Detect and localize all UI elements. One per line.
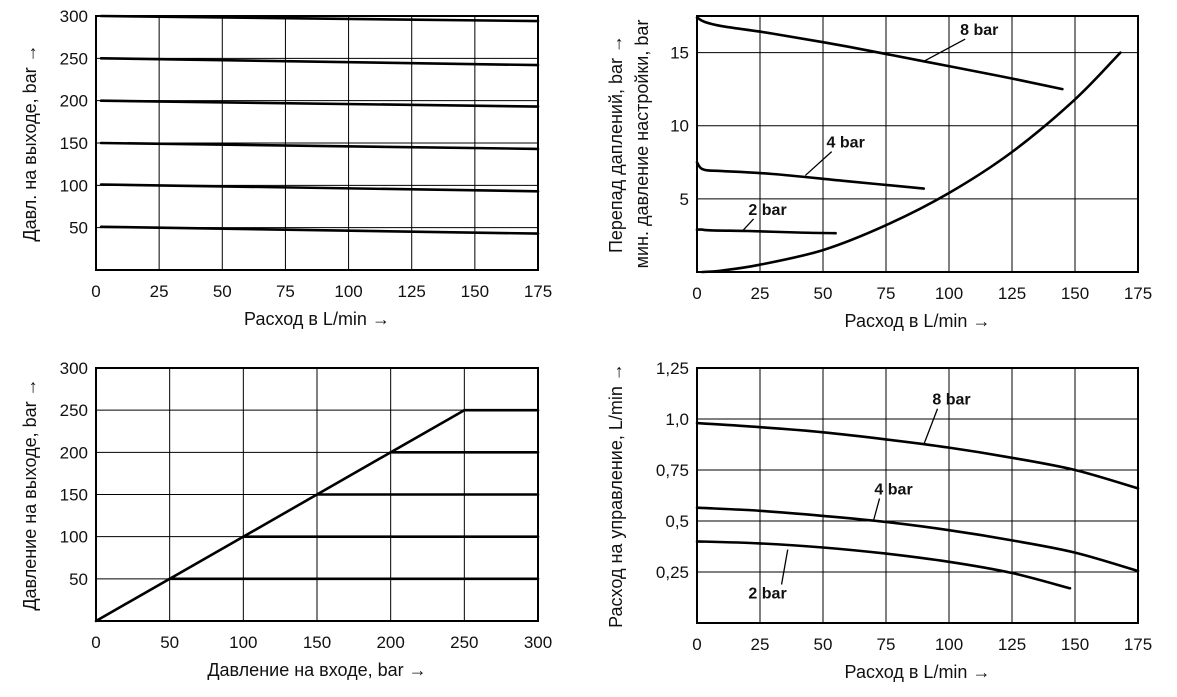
x-tick-label: 100 — [334, 282, 362, 301]
y-tick-label: 1,0 — [665, 410, 689, 429]
x-tick-label: 0 — [91, 282, 100, 301]
x-tick-label: 75 — [877, 284, 896, 303]
series-line-3 — [700, 51, 1122, 274]
series-line-0 — [695, 16, 1064, 91]
series-line-1 — [99, 57, 540, 67]
y-tick-label: 250 — [60, 49, 88, 68]
x-tick-label: 175 — [1124, 284, 1152, 303]
y-tick-label: 100 — [60, 176, 88, 195]
chart-outlet-vs-inlet-pressure: 0 50 100 150 200 250 300 50 100 150 200 250 300 Давле… — [20, 359, 552, 680]
series-line-5 — [99, 225, 540, 235]
curve-label-leader — [923, 38, 966, 62]
curve-label: 2 bar — [748, 586, 786, 603]
x-tick-label: 125 — [998, 635, 1026, 654]
x-tick-label: 75 — [276, 282, 295, 301]
y-tick-label: 0,75 — [656, 461, 689, 480]
x-tick-label: 175 — [524, 282, 552, 301]
curve-label-leader — [780, 549, 789, 585]
series-line-0 — [695, 421, 1140, 490]
curve-label: 4 bar — [874, 481, 912, 498]
series-line-1 — [695, 506, 1140, 573]
chart-pilot-flow-vs-flow: 0 25 50 75 100 125 150 175 0,25 0,5 0,75 1,0 1,25 Рас… — [606, 359, 1152, 682]
y-axis-label: Давление на выходе, bar → — [20, 378, 40, 610]
x-tick-label: 250 — [450, 633, 478, 652]
plot-frame — [95, 15, 539, 271]
y-tick-label: 0,5 — [665, 512, 689, 531]
y-tick-label: 300 — [60, 7, 88, 26]
x-axis-label: Расход в L/min → — [845, 311, 991, 331]
curve-label: 8 bar — [932, 392, 970, 409]
x-tick-label: 125 — [998, 284, 1026, 303]
x-tick-label: 25 — [751, 635, 770, 654]
x-tick-label: 0 — [91, 633, 100, 652]
x-tick-label: 150 — [461, 282, 489, 301]
x-tick-label: 100 — [229, 633, 257, 652]
curve-label: 8 bar — [960, 22, 998, 39]
x-tick-label: 25 — [751, 284, 770, 303]
series-line-2 — [695, 228, 837, 235]
y-tick-label: 150 — [60, 486, 88, 505]
x-tick-label: 300 — [524, 633, 552, 652]
curve-label: 2 bar — [748, 202, 786, 219]
curve-label-leader — [804, 151, 833, 176]
y-tick-label: 10 — [670, 117, 689, 136]
y-axis-label: Расход на управление, L/min → — [606, 363, 626, 628]
x-tick-label: 125 — [398, 282, 426, 301]
series-line-2 — [695, 540, 1072, 590]
x-tick-label: 50 — [814, 635, 833, 654]
y-tick-label: 300 — [60, 359, 88, 378]
curve-label: 4 bar — [827, 135, 865, 152]
x-axis-label: Расход в L/min → — [845, 662, 991, 682]
x-tick-label: 150 — [1061, 284, 1089, 303]
chart-pressure-drop-vs-flow: 0 25 50 75 100 125 150 175 5 10 15 Расход в L/min →… — [606, 15, 1152, 331]
series-line-2 — [99, 99, 540, 108]
chart-outlet-pressure-vs-flow: 0 25 50 75 100 125 150 175 50 100 150 200 250 300 Расх… — [20, 7, 552, 329]
x-tick-label: 100 — [935, 284, 963, 303]
y-tick-label: 200 — [60, 92, 88, 111]
y-tick-label: 200 — [60, 443, 88, 462]
y-tick-label: 5 — [680, 190, 689, 209]
y-axis-label-secondary: мин. давление настройки, bar — [632, 20, 652, 269]
x-tick-label: 150 — [303, 633, 331, 652]
series-line-0 — [94, 408, 466, 623]
y-tick-label: 50 — [69, 219, 88, 238]
y-tick-label: 50 — [69, 570, 88, 589]
series-line-1 — [695, 161, 926, 190]
x-tick-label: 200 — [376, 633, 404, 652]
x-tick-label: 175 — [1124, 635, 1152, 654]
curve-label-leader — [872, 498, 881, 522]
y-tick-label: 150 — [60, 134, 88, 153]
series-line-3 — [99, 141, 540, 151]
y-tick-label: 250 — [60, 401, 88, 420]
y-axis-label: Давл. на выходе, bar → — [20, 44, 40, 241]
series-line-0 — [99, 14, 540, 23]
x-tick-label: 75 — [877, 635, 896, 654]
x-axis-label: Давление на входе, bar → — [207, 660, 426, 680]
x-tick-label: 150 — [1061, 635, 1089, 654]
x-tick-label: 50 — [160, 633, 179, 652]
x-tick-label: 50 — [213, 282, 232, 301]
plot-frame — [696, 367, 1139, 624]
curve-label-leader — [741, 218, 755, 232]
y-axis-label: Перепад даплений, bar → — [606, 35, 626, 253]
x-tick-label: 0 — [692, 635, 701, 654]
x-tick-label: 25 — [150, 282, 169, 301]
x-axis-label: Расход в L/min → — [244, 309, 390, 329]
y-tick-label: 0,25 — [656, 563, 689, 582]
curve-label-leader — [923, 408, 939, 445]
x-tick-label: 50 — [814, 284, 833, 303]
y-tick-label: 15 — [670, 44, 689, 63]
plot-frame — [696, 15, 1139, 273]
x-tick-label: 100 — [935, 635, 963, 654]
y-tick-label: 100 — [60, 528, 88, 547]
x-tick-label: 0 — [692, 284, 701, 303]
series-line-4 — [99, 183, 540, 193]
y-tick-label: 1,25 — [656, 359, 689, 378]
